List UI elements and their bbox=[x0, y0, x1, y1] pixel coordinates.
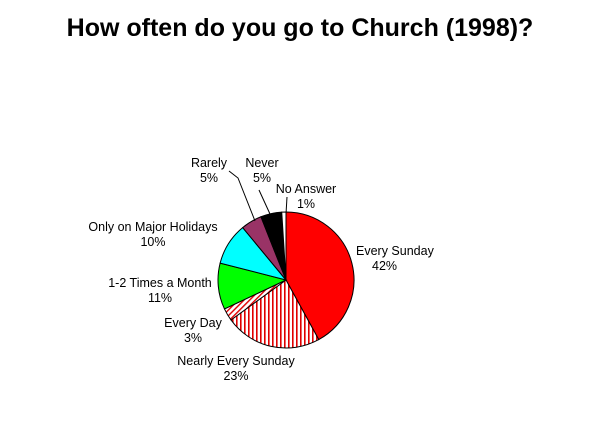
pie-slice-nearly-every-sunday bbox=[230, 279, 320, 349]
slice-label-every-day: Every Day 3% bbox=[164, 316, 222, 345]
slice-label-never: Never 5% bbox=[245, 156, 278, 185]
slice-label-every-sunday: Every Sunday 42% bbox=[356, 244, 435, 273]
leader-line-no-answer bbox=[285, 196, 288, 215]
chart-title: How often do you go to Church (1998)? bbox=[66, 14, 534, 42]
leader-line-rarely bbox=[228, 170, 256, 222]
slice-label-1-2-times-a-month: 1-2 Times a Month 11% bbox=[108, 276, 212, 305]
slice-label-nearly-every-sunday: Nearly Every Sunday 23% bbox=[177, 354, 295, 383]
pie-slice-every-sunday bbox=[285, 211, 355, 341]
slice-label-no-answer: No Answer 1% bbox=[276, 182, 336, 211]
slice-label-only-on-major-holidays: Only on Major Holidays 10% bbox=[88, 220, 217, 249]
slice-label-rarely: Rarely 5% bbox=[191, 156, 228, 185]
leader-line-never bbox=[258, 189, 271, 215]
